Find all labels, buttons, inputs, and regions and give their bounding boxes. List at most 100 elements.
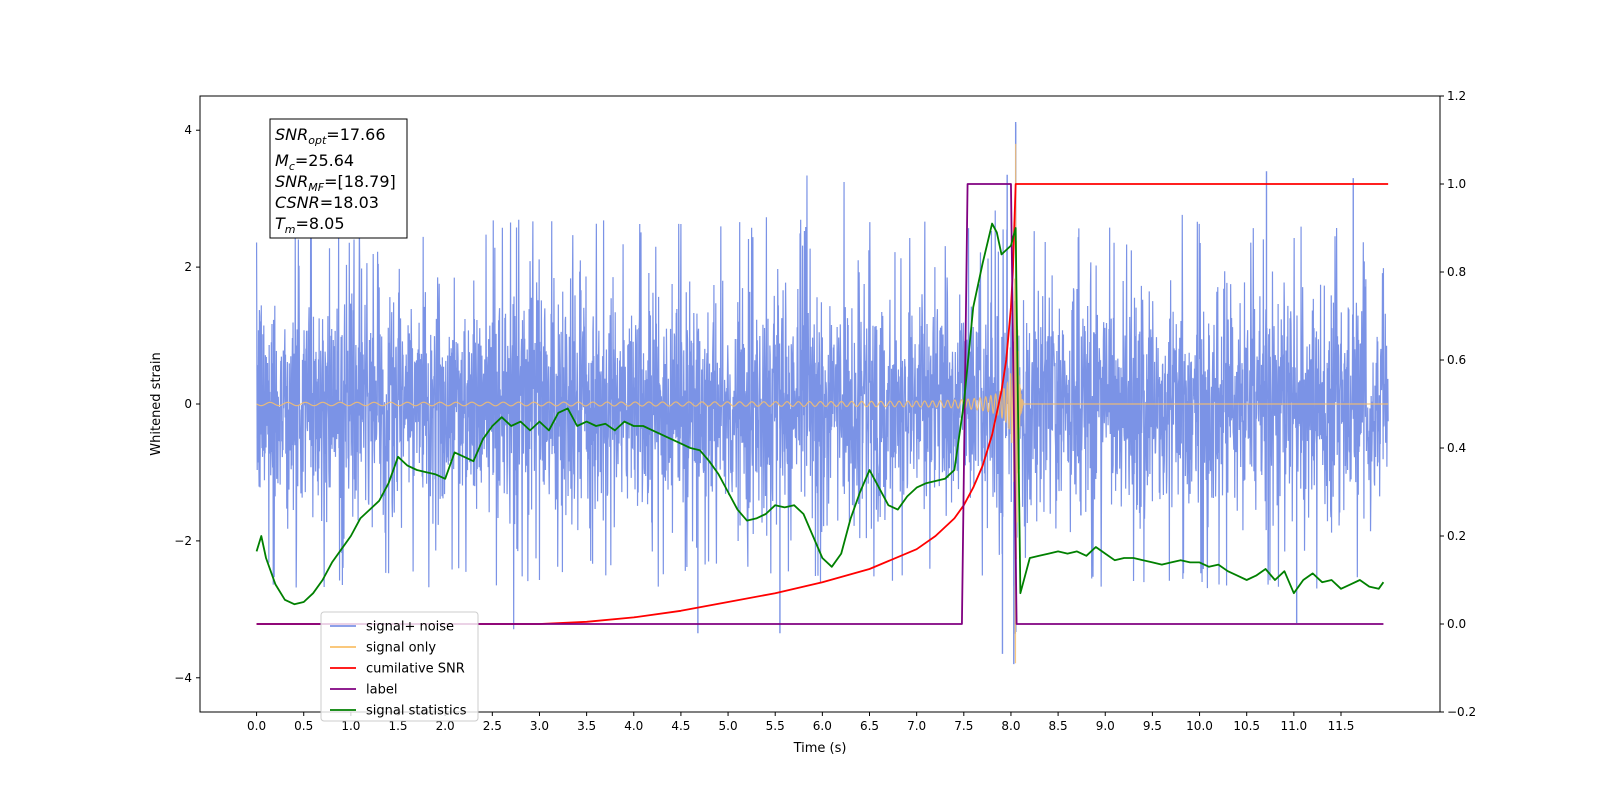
y-left-tick: 4 bbox=[184, 123, 200, 137]
y-right-tick: 1.0 bbox=[1440, 177, 1466, 191]
series-cumulative-snr bbox=[256, 183, 1389, 625]
y-right-tick-label: −0.2 bbox=[1447, 705, 1476, 719]
x-tick: 11.0 bbox=[1280, 712, 1307, 733]
x-tick-label: 2.5 bbox=[483, 719, 502, 733]
x-tick: 4.5 bbox=[671, 712, 690, 733]
y-right-tick: 0.8 bbox=[1440, 265, 1466, 279]
annotation-snr-mf: SNRMF=[18.79] bbox=[275, 172, 396, 194]
x-tick: 0.5 bbox=[294, 712, 313, 733]
y-axis-right: −0.2 0.0 0.2 0.4 0.6 0.8 1.0 1.2 bbox=[1440, 89, 1476, 719]
x-tick: 9.0 bbox=[1096, 712, 1115, 733]
y-left-tick-label: 0 bbox=[184, 397, 192, 411]
x-tick-label: 3.0 bbox=[530, 719, 549, 733]
legend-entry: label bbox=[330, 683, 397, 698]
x-tick: 4.0 bbox=[624, 712, 643, 733]
x-tick-label: 6.0 bbox=[813, 719, 832, 733]
x-tick-label: 0.0 bbox=[247, 719, 266, 733]
x-tick: 10.5 bbox=[1233, 712, 1260, 733]
y-right-tick-label: 1.0 bbox=[1447, 177, 1466, 191]
x-tick: 8.0 bbox=[1001, 712, 1020, 733]
x-tick-label: 5.0 bbox=[719, 719, 738, 733]
annotation-box: SNRopt=17.66 Mc=25.64 SNRMF=[18.79] CSNR… bbox=[269, 118, 408, 239]
x-tick: 10.0 bbox=[1186, 712, 1213, 733]
annotation-snr-opt: SNRopt=17.66 bbox=[275, 125, 386, 147]
x-tick-label: 9.5 bbox=[1143, 719, 1162, 733]
x-tick-label: 1.5 bbox=[388, 719, 407, 733]
x-tick-label: 11.5 bbox=[1328, 719, 1355, 733]
x-tick: 2.5 bbox=[483, 712, 502, 733]
legend-label: cumilative SNR bbox=[366, 662, 465, 677]
x-tick-label: 6.5 bbox=[860, 719, 879, 733]
x-tick-label: 10.5 bbox=[1233, 719, 1260, 733]
legend: signal+ noise signal only cumilative SNR la… bbox=[320, 611, 479, 722]
y-left-tick-label: −4 bbox=[174, 671, 192, 685]
annotation-mc: Mc=25.64 bbox=[275, 151, 354, 173]
legend-label: signal+ noise bbox=[366, 620, 454, 635]
x-tick-label: 9.0 bbox=[1096, 719, 1115, 733]
y-right-tick-label: 0.4 bbox=[1447, 441, 1466, 455]
x-tick-label: 10.0 bbox=[1186, 719, 1213, 733]
x-tick-label: 4.0 bbox=[624, 719, 643, 733]
x-tick: 0.0 bbox=[247, 712, 266, 733]
y-right-tick: 0.4 bbox=[1440, 441, 1466, 455]
x-tick: 3.5 bbox=[577, 712, 596, 733]
x-tick-label: 0.5 bbox=[294, 719, 313, 733]
legend-entry: cumilative SNR bbox=[330, 662, 465, 677]
x-tick: 9.5 bbox=[1143, 712, 1162, 733]
y-right-tick-label: 0.8 bbox=[1447, 265, 1466, 279]
x-tick-label: 8.0 bbox=[1001, 719, 1020, 733]
y-left-tick-label: −2 bbox=[174, 534, 192, 548]
y-axis-left: −4 −2 0 2 4 bbox=[174, 123, 200, 685]
legend-label: label bbox=[366, 683, 397, 698]
legend-entry: signal statistics bbox=[330, 704, 467, 719]
y-right-tick: 0.0 bbox=[1440, 617, 1466, 631]
y-right-tick-label: 1.2 bbox=[1447, 89, 1466, 103]
x-tick: 7.0 bbox=[907, 712, 926, 733]
x-tick-label: 8.5 bbox=[1049, 719, 1068, 733]
y-left-tick: 2 bbox=[184, 260, 200, 274]
legend-entry: signal only bbox=[330, 641, 436, 656]
y-left-tick: −2 bbox=[174, 534, 200, 548]
x-tick: 5.5 bbox=[766, 712, 785, 733]
y-left-tick: −4 bbox=[174, 671, 200, 685]
x-tick: 6.5 bbox=[860, 712, 879, 733]
x-tick: 7.5 bbox=[954, 712, 973, 733]
y-right-tick: 0.6 bbox=[1440, 353, 1466, 367]
y-right-tick: 0.2 bbox=[1440, 529, 1466, 543]
y-right-tick: −0.2 bbox=[1440, 705, 1476, 719]
x-axis: 0.0 0.5 1.0 1.5 2.0 2.5 3.0 3.5 4.0 4.5 5.0 5.5 6.0 6… bbox=[247, 712, 1354, 733]
y-right-tick-label: 0.6 bbox=[1447, 353, 1466, 367]
series-signal-noise bbox=[255, 124, 1389, 634]
legend-entry: signal+ noise bbox=[330, 620, 454, 635]
series-signal-only bbox=[256, 143, 1389, 664]
legend-frame bbox=[320, 611, 479, 722]
x-tick: 3.0 bbox=[530, 712, 549, 733]
y-left-tick-label: 2 bbox=[184, 260, 192, 274]
annotation-tm: Tm=8.05 bbox=[275, 214, 345, 236]
legend-label: signal statistics bbox=[366, 704, 467, 719]
y-right-tick: 1.2 bbox=[1440, 89, 1466, 103]
x-tick-label: 11.0 bbox=[1280, 719, 1307, 733]
x-tick-label: 7.0 bbox=[907, 719, 926, 733]
x-tick-label: 3.5 bbox=[577, 719, 596, 733]
x-tick: 5.0 bbox=[719, 712, 738, 733]
x-tick: 6.0 bbox=[813, 712, 832, 733]
annotation-csnr: CSNR=18.03 bbox=[275, 193, 379, 212]
y-axis-left-label: Whitened strain bbox=[149, 352, 164, 455]
series-layer bbox=[255, 122, 1389, 665]
x-tick-label: 7.5 bbox=[954, 719, 973, 733]
annotation-frame bbox=[269, 118, 408, 239]
y-right-tick-label: 0.2 bbox=[1447, 529, 1466, 543]
y-right-tick-label: 0.0 bbox=[1447, 617, 1466, 631]
x-tick: 8.5 bbox=[1049, 712, 1068, 733]
legend-label: signal only bbox=[366, 641, 436, 656]
series-signal-statistics bbox=[255, 222, 1385, 606]
series-label bbox=[256, 183, 1384, 625]
x-tick-label: 4.5 bbox=[671, 719, 690, 733]
x-tick-label: 2.0 bbox=[436, 719, 455, 733]
y-left-tick-label: 4 bbox=[184, 123, 192, 137]
x-tick-label: 5.5 bbox=[766, 719, 785, 733]
y-left-tick: 0 bbox=[184, 397, 200, 411]
x-axis-label: Time (s) bbox=[793, 741, 847, 756]
